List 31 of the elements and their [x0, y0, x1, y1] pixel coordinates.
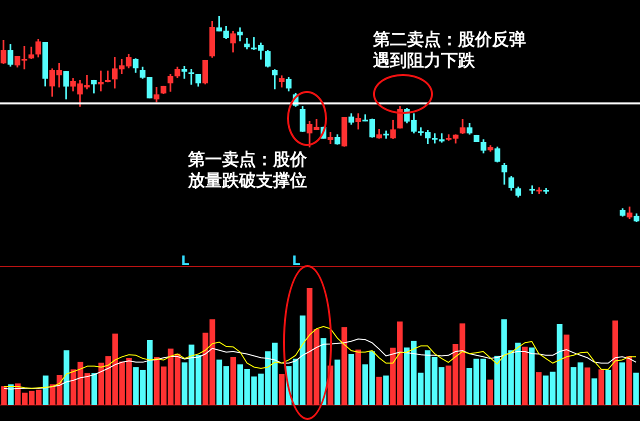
- bar: [612, 320, 618, 405]
- bar: [487, 380, 493, 405]
- text: L: [181, 253, 190, 271]
- bar: [564, 334, 570, 405]
- bar: [633, 372, 639, 405]
- annotation: 第二卖点：股价反弹遇到阻力下跌: [373, 30, 527, 72]
- bar: [230, 357, 236, 405]
- bar: [334, 360, 340, 405]
- bar: [605, 370, 612, 405]
- bar: [584, 367, 590, 405]
- bar: [278, 374, 285, 405]
- bar: [522, 346, 528, 405]
- bar: [626, 356, 632, 405]
- bar: [619, 362, 625, 405]
- bar: [598, 369, 604, 405]
- candlestick: [328, 132, 334, 144]
- bar: [536, 372, 542, 405]
- bar: [91, 373, 98, 405]
- bar: [529, 347, 535, 405]
- bar: [64, 350, 70, 405]
- bar: [592, 378, 598, 405]
- bar: [355, 350, 362, 405]
- bar: [341, 327, 348, 405]
- bar: [320, 338, 326, 405]
- bar: [348, 354, 354, 405]
- annotation: 第一卖点：股价放量跌破支撑位: [188, 150, 308, 192]
- bar: [383, 376, 389, 405]
- bar: [376, 376, 382, 405]
- bar: [1, 386, 7, 405]
- bar: [42, 376, 48, 405]
- text: L: [292, 253, 300, 271]
